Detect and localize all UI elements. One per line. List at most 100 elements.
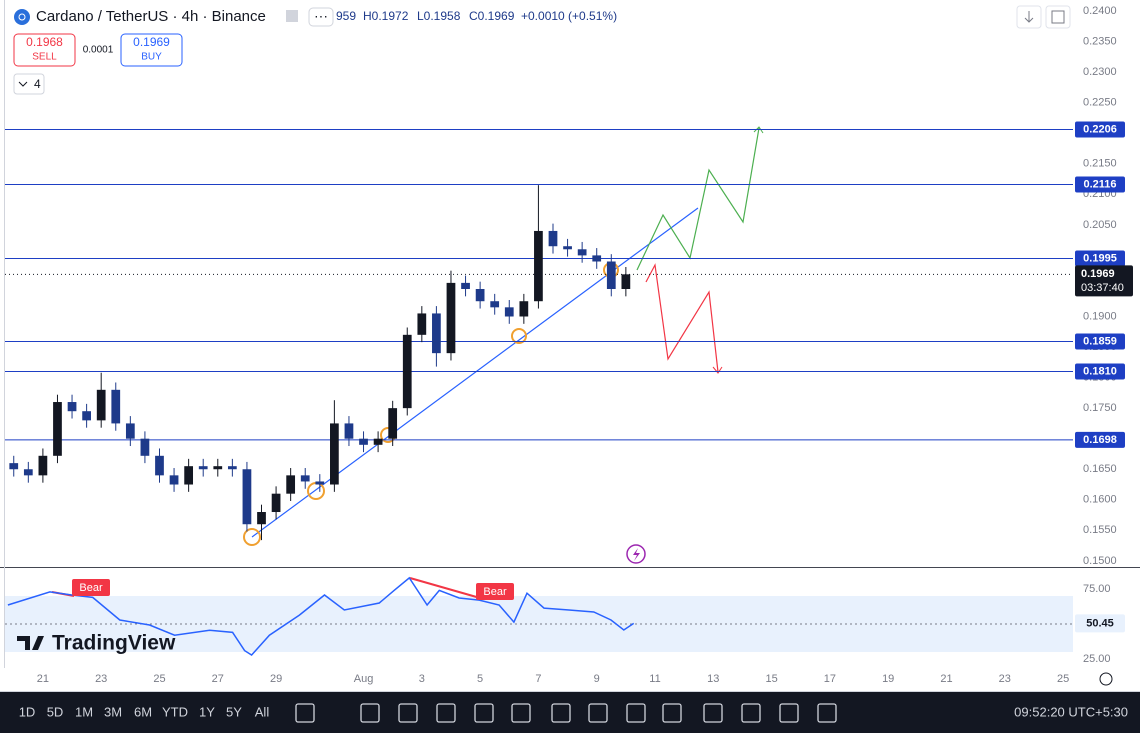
x-tick-label: 25: [1057, 673, 1069, 685]
candle-body: [344, 423, 354, 439]
candle-body: [184, 466, 194, 485]
y-tick-label: 0.2400: [1083, 5, 1117, 17]
drawings: [51, 126, 764, 599]
sell-button[interactable]: [13, 33, 76, 67]
sell-price: 0.1968: [26, 35, 63, 49]
y-tick-label: 0.1750: [1083, 402, 1117, 414]
y-tick-label: 0.2150: [1083, 158, 1117, 170]
tool-icon[interactable]: [703, 703, 723, 723]
candle-body: [548, 230, 558, 247]
tool-icon[interactable]: [360, 703, 380, 723]
tool-icon[interactable]: [295, 703, 315, 723]
countdown: 03:37:40: [1081, 282, 1124, 294]
legend-bg: [6, 4, 336, 31]
y-tick-label: 0.2350: [1083, 35, 1117, 47]
range-button[interactable]: 1D: [19, 704, 36, 719]
candle-body: [257, 512, 266, 525]
y-tick-label: 0.2300: [1083, 66, 1117, 78]
candle-body: [242, 469, 252, 525]
range-button[interactable]: 1M: [75, 704, 93, 719]
annotation-box: [72, 579, 110, 596]
candle-body: [23, 469, 33, 476]
buy-label: BUY: [141, 52, 162, 63]
x-tick-label: 19: [882, 673, 894, 685]
range-button[interactable]: YTD: [162, 704, 188, 719]
ohlc-change: +0.0010 (+0.51%): [521, 9, 617, 23]
down-icon: [1024, 11, 1034, 23]
more-button[interactable]: [308, 7, 334, 27]
y-tick-label: 0.2050: [1083, 219, 1117, 231]
buy-button[interactable]: [120, 33, 183, 67]
level-tag: [1075, 333, 1125, 350]
y-tick-label: 0.2250: [1083, 97, 1117, 109]
bull-projection: [636, 127, 760, 271]
level-tag: [1075, 250, 1125, 267]
tool-icon[interactable]: [817, 703, 837, 723]
candle-body: [286, 475, 296, 494]
level-label: 0.2206: [1083, 123, 1117, 135]
candle-body: [53, 402, 62, 456]
candle-body: [213, 466, 223, 470]
candle-body: [169, 475, 179, 485]
tool-icon[interactable]: [398, 703, 418, 723]
arrow-head: [712, 366, 723, 374]
tool-icon[interactable]: [779, 703, 799, 723]
x-tick-label: 13: [707, 673, 719, 685]
candle-body: [577, 249, 587, 256]
annotation-box: [476, 583, 514, 600]
ohlc-open: 959: [336, 9, 356, 23]
candle-body: [388, 408, 398, 439]
bear-projection: [645, 263, 719, 373]
tool-icon[interactable]: [741, 703, 761, 723]
tool-icon[interactable]: [474, 703, 494, 723]
x-tick-label: 21: [37, 673, 49, 685]
range-button[interactable]: All: [255, 704, 270, 719]
range-button[interactable]: 3M: [104, 704, 122, 719]
candle-body: [446, 282, 456, 354]
touch-point: [243, 528, 261, 546]
range-button[interactable]: 5D: [47, 704, 64, 719]
range-button[interactable]: 1Y: [199, 704, 215, 719]
fullscreen-button[interactable]: [1045, 5, 1071, 29]
tool-icon[interactable]: [662, 703, 682, 723]
settings-icon[interactable]: [1099, 672, 1113, 686]
flag-icon[interactable]: [286, 10, 298, 22]
candle-body: [82, 411, 91, 421]
tool-icon[interactable]: [588, 703, 608, 723]
candle-body: [490, 301, 500, 308]
candle-body: [504, 307, 514, 317]
rsi-last-tag: [1075, 614, 1125, 633]
x-tick-label: 23: [95, 673, 107, 685]
y-tick-label: 0.1900: [1083, 310, 1117, 322]
candle-body: [271, 493, 281, 513]
more-dots: ···: [314, 8, 328, 24]
range-button[interactable]: 6M: [134, 704, 152, 719]
x-tick-label: 23: [999, 673, 1011, 685]
x-tick-label: 9: [594, 673, 600, 685]
tool-icon[interactable]: [551, 703, 571, 723]
range-button[interactable]: 5Y: [226, 704, 242, 719]
rsi-tick-label: 25.00: [1083, 653, 1111, 665]
candle-body: [67, 402, 77, 412]
x-tick-label: 27: [212, 673, 224, 685]
symbol[interactable]: Cardano / TetherUS · 4h · Binance: [36, 8, 266, 25]
divergence-line: [409, 577, 481, 599]
candle-body: [38, 455, 48, 476]
candle-body: [402, 334, 412, 409]
tool-icon[interactable]: [511, 703, 531, 723]
candle-body: [315, 481, 325, 485]
rsi-tick-label: 75.00: [1083, 583, 1111, 595]
y-tick-label: 0.1600: [1083, 494, 1117, 506]
level-label: 0.1859: [1083, 335, 1117, 347]
tool-icon[interactable]: [436, 703, 456, 723]
last-price-label: 0.1969: [1081, 268, 1115, 280]
x-tick-label: Aug: [354, 673, 374, 685]
ohlc-close: C0.1969: [469, 9, 515, 23]
arrow-head: [753, 126, 764, 134]
tool-icon[interactable]: [626, 703, 646, 723]
ohlc-low: L0.1958: [417, 9, 461, 23]
indicators-toggle[interactable]: [13, 73, 45, 95]
coin-logo-mark: [18, 13, 26, 21]
